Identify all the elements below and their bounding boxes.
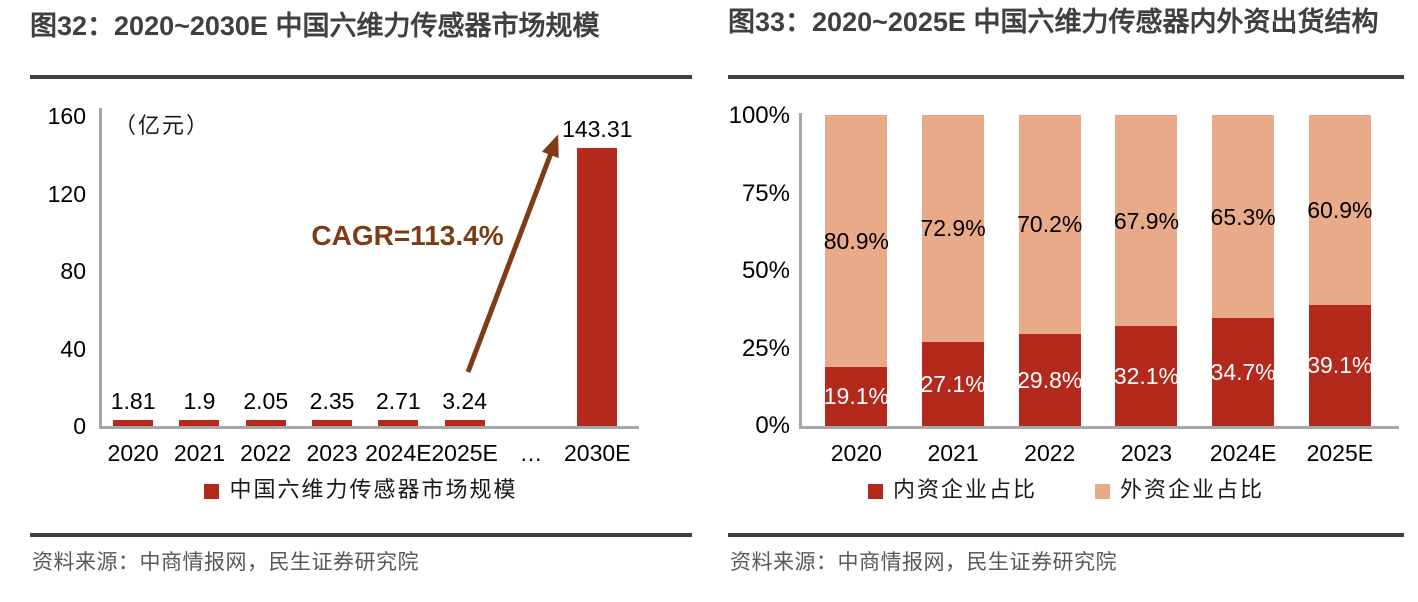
legend-label: 内资企业占比 bbox=[892, 478, 1037, 503]
figure-32-legend: 中国六维力传感器市场规模 bbox=[30, 478, 692, 504]
x-axis-label-2021: 2021 bbox=[173, 440, 226, 466]
bar-value-label-2030E: 143.31 bbox=[562, 116, 633, 143]
foreign-share-label-2024E: 65.3% bbox=[1210, 203, 1276, 230]
y-axis-label-160: 160 bbox=[47, 103, 86, 129]
figure-33-bottom-rule bbox=[728, 533, 1404, 537]
bar-2022 bbox=[245, 420, 286, 426]
bar-domestic-2023 bbox=[1115, 326, 1178, 426]
x-axis-label-2024E: 2024E bbox=[1209, 440, 1277, 466]
figure-33-legend: 内资企业占比 外资企业占比 bbox=[728, 478, 1404, 504]
foreign-share-label-2021: 72.9% bbox=[920, 215, 986, 242]
bar-value-label-2022: 2.05 bbox=[243, 388, 289, 414]
bar-domestic-2024E bbox=[1212, 318, 1275, 426]
figure-33-title: 图33：2020~2025E 中国六维力传感器内外资出货结构 bbox=[728, 7, 1379, 37]
domestic-share-label-2025E: 39.1% bbox=[1307, 352, 1373, 379]
y-axis-label-50%: 50% bbox=[741, 257, 790, 284]
x-axis-label-2021: 2021 bbox=[927, 440, 979, 466]
legend-swatch-icon bbox=[867, 483, 883, 499]
x-axis-label-2023: 2023 bbox=[306, 440, 358, 466]
x-axis-line bbox=[799, 426, 1399, 429]
domestic-share-label-2020: 19.1% bbox=[823, 383, 889, 410]
y-axis-label-80: 80 bbox=[60, 258, 86, 284]
legend-item-1: 外资企业占比 bbox=[1095, 478, 1264, 504]
bar-value-label-2023: 2.35 bbox=[309, 388, 355, 414]
bar-value-label-2021: 1.9 bbox=[183, 388, 216, 414]
bar-foreign-2023 bbox=[1115, 115, 1178, 327]
figure-32-panel: 图32：2020~2030E 中国六维力传感器市场规模 0 40 80 120 160 （… bbox=[30, 0, 692, 602]
bar-domestic-2020 bbox=[825, 366, 888, 426]
legend-label: 中国六维力传感器市场规模 bbox=[229, 478, 518, 503]
bar-2023 bbox=[312, 420, 353, 426]
domestic-share-label-2021: 27.1% bbox=[920, 370, 986, 397]
x-axis-label-2022: 2022 bbox=[240, 440, 292, 466]
foreign-share-label-2022: 70.2% bbox=[1017, 211, 1083, 238]
bar-value-label-2025E: 3.24 bbox=[442, 387, 488, 414]
bar-foreign-2022 bbox=[1018, 115, 1081, 334]
figure-33-title-rule bbox=[728, 75, 1404, 79]
x-axis-label-2025E: 2025E bbox=[1306, 440, 1374, 466]
x-axis-label-2024E: 2024E bbox=[365, 440, 432, 466]
bar-domestic-2021 bbox=[922, 341, 985, 426]
x-axis-label-2030E: 2030E bbox=[563, 440, 631, 466]
legend-item-0: 中国六维力传感器市场规模 bbox=[204, 478, 517, 504]
bar-foreign-2021 bbox=[922, 115, 985, 342]
domestic-share-label-2024E: 34.7% bbox=[1210, 359, 1276, 386]
cagr-annotation: CAGR=113.4% bbox=[311, 220, 504, 251]
y-axis-label-120: 120 bbox=[47, 180, 86, 207]
x-axis-label-2022: 2022 bbox=[1024, 440, 1076, 466]
foreign-share-label-2020: 80.9% bbox=[823, 227, 889, 254]
bar-foreign-2020 bbox=[825, 115, 888, 367]
y-axis-line bbox=[799, 113, 802, 427]
figure-33-source: 资料来源：中商情报网，民生证券研究院 bbox=[730, 551, 1117, 574]
y-axis-line bbox=[99, 108, 102, 427]
x-axis-label-2020: 2020 bbox=[830, 440, 882, 466]
domestic-share-label-2023: 32.1% bbox=[1113, 363, 1180, 390]
figure-33-panel: 图33：2020~2025E 中国六维力传感器内外资出货结构 0% 25% 50% 7… bbox=[728, 0, 1404, 602]
legend-label: 外资企业占比 bbox=[1120, 478, 1265, 503]
y-axis-label-40: 40 bbox=[60, 335, 86, 362]
y-axis-label-0: 0 bbox=[73, 413, 86, 439]
bar-domestic-2025E bbox=[1308, 304, 1371, 426]
x-axis-label-2020: 2020 bbox=[107, 440, 159, 466]
y-axis-label-75%: 75% bbox=[741, 179, 790, 207]
legend-item-0: 内资企业占比 bbox=[867, 478, 1037, 504]
y-axis-label-25%: 25% bbox=[741, 334, 790, 362]
bar-value-label-2024E: 2.71 bbox=[375, 388, 421, 414]
legend-swatch-icon bbox=[204, 483, 220, 499]
bar-2021 bbox=[179, 420, 220, 426]
domestic-share-label-2022: 29.8% bbox=[1017, 366, 1083, 393]
bar-domestic-2022 bbox=[1018, 333, 1081, 426]
bar-2024E bbox=[378, 420, 419, 426]
x-axis-label-…: … bbox=[519, 440, 543, 466]
x-axis-label-2025E: 2025E bbox=[431, 440, 498, 466]
foreign-share-label-2025E: 60.9% bbox=[1307, 196, 1373, 223]
bar-foreign-2025E bbox=[1308, 115, 1371, 305]
x-axis-line bbox=[99, 426, 639, 429]
figure-32-chart: 0 40 80 120 160 （亿元） 1.81 2020 1.9 2021 2.05 2022 2.… bbox=[30, 0, 692, 602]
figure-32-source: 资料来源：中商情报网，民生证券研究院 bbox=[32, 551, 419, 574]
y-axis-unit-label: （亿元） bbox=[114, 114, 211, 139]
bar-2020 bbox=[113, 420, 154, 426]
bar-value-label-2020: 1.81 bbox=[110, 388, 156, 414]
bar-foreign-2024E bbox=[1212, 115, 1275, 319]
figure-32-title: 图32：2020~2030E 中国六维力传感器市场规模 bbox=[30, 11, 600, 41]
y-axis-label-0%: 0% bbox=[755, 412, 790, 439]
legend-swatch-icon bbox=[1095, 483, 1110, 499]
bar-2030E bbox=[577, 148, 618, 426]
y-axis-label-100%: 100% bbox=[728, 102, 790, 129]
foreign-share-label-2023: 67.9% bbox=[1113, 207, 1180, 234]
figure-33-chart: 0% 25% 50% 75% 100% 80.9% 19.1% 2020 72.9% 27.1% 2… bbox=[728, 0, 1404, 602]
figure-32-title-rule bbox=[30, 75, 692, 79]
bar-2025E bbox=[444, 419, 485, 426]
x-axis-label-2023: 2023 bbox=[1120, 440, 1173, 466]
figure-32-bottom-rule bbox=[30, 533, 692, 537]
